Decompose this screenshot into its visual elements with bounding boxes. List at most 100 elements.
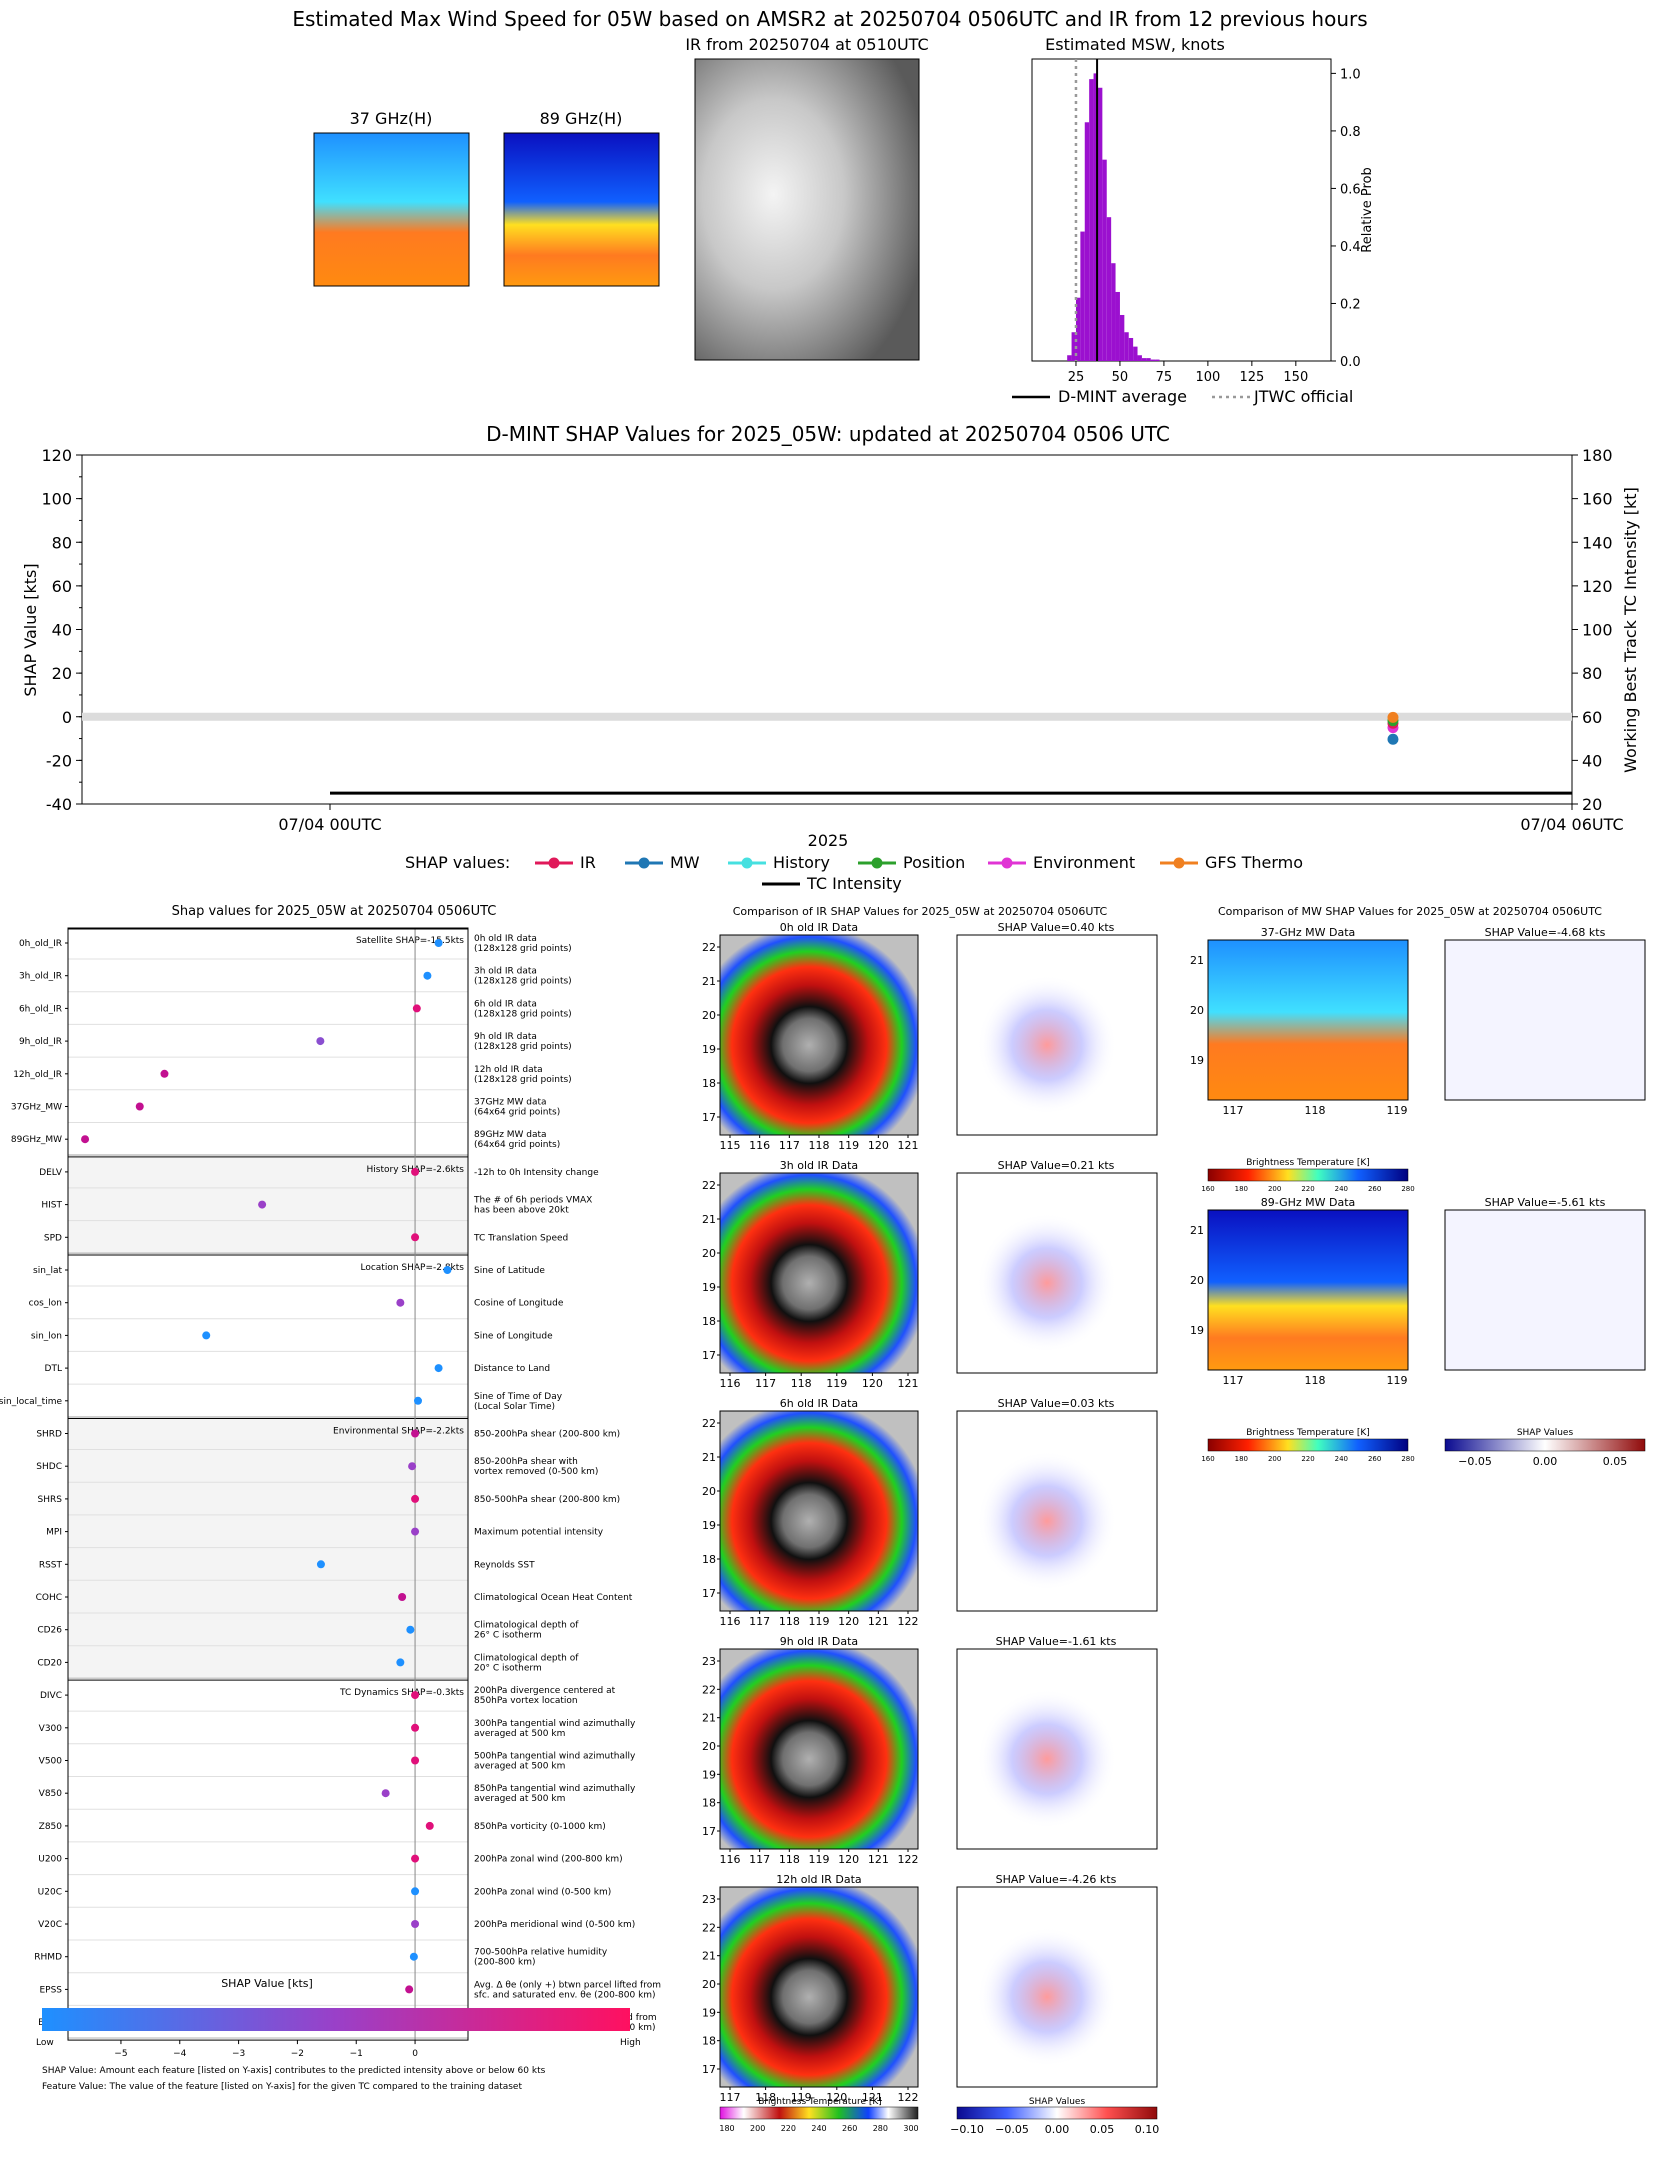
hist-bar (1075, 297, 1081, 361)
ts-ytick-label: -40 (46, 795, 72, 814)
ir-ytick-label: 22 (702, 1921, 716, 1934)
ir-ytick-label: 20 (702, 1978, 716, 1991)
hist-bar (1102, 159, 1107, 361)
ir-ytick-label: 17 (702, 2063, 716, 2076)
mw-ytick-label: 21 (1190, 1224, 1204, 1237)
mw-tick-label: 180 (1235, 1185, 1248, 1193)
hist-bar (1106, 217, 1112, 361)
feature-point (316, 1560, 325, 1569)
mw-xtick-label: 119 (1387, 1374, 1408, 1387)
ts-legend-marker (638, 857, 650, 869)
feature-group-label: TC Dynamics SHAP=-0.3kts (339, 1688, 464, 1698)
ir-xtick-label: 122 (898, 1615, 919, 1628)
ir-shap-map (957, 935, 1157, 1135)
feature-description: 200hPa zonal wind (200-800 km) (474, 1855, 623, 1865)
hist-bar (1124, 332, 1129, 361)
ir-ytick-label: 20 (702, 1485, 716, 1498)
feature-name: 37GHz_MW (11, 1103, 62, 1113)
feature-description: sfc. and saturated env. θe (200-800 km) (474, 1990, 656, 2000)
feature-description: has been above 20kt (474, 1206, 569, 1216)
mw-shap-label: SHAP Values (1517, 1428, 1574, 1438)
ir-shap-title: SHAP Value=0.21 kts (998, 1159, 1115, 1172)
feature-point (411, 1723, 420, 1732)
feature-description: (128x128 grid points) (474, 1042, 572, 1052)
ir-ytick-label: 22 (702, 1417, 716, 1430)
feature-point (396, 1658, 405, 1667)
feature-point (398, 1593, 407, 1601)
ir-ytick-label: 19 (702, 1043, 716, 1056)
ir-xtick-label: 118 (779, 1615, 800, 1628)
ts-y2tick-label: 80 (1582, 664, 1602, 683)
feature-point (434, 939, 443, 947)
timeseries-frame (81, 454, 1573, 805)
ir-xtick-label: 117 (720, 2091, 741, 2104)
timeseries-title: D-MINT SHAP Values for 2025_05W: updated… (486, 422, 1170, 446)
ir-xtick-label: 120 (838, 1853, 859, 1866)
ts-y2label: Working Best Track TC Intensity [kt] (1621, 487, 1640, 773)
ts-legend-item: Position (903, 853, 965, 872)
feature-name: SHRS (38, 1495, 63, 1505)
mw-shap-colorbar (1444, 1438, 1646, 1452)
hist-xtick-label: 25 (1068, 370, 1085, 385)
ts-xlabel: 2025 (808, 831, 849, 850)
mw-tick-label: 280 (1401, 1455, 1414, 1463)
feature-name: DELV (39, 1168, 63, 1178)
ts-legend-item: TC Intensity (806, 874, 902, 893)
ir-xtick-label: 117 (779, 1139, 800, 1152)
ir-ytick-label: 21 (702, 1712, 716, 1725)
ir-ytick-label: 18 (702, 1797, 716, 1810)
ir-shap-map (957, 1411, 1157, 1611)
feature-name: CD20 (37, 1658, 62, 1668)
ir-ytick-label: 19 (702, 1281, 716, 1294)
ts-legend-marker (548, 857, 560, 869)
feature-point (408, 1462, 417, 1471)
mw-panel-image (1207, 939, 1409, 1101)
feature-group-box (67, 1156, 469, 1254)
feature-description: 3h old IR data (474, 967, 537, 977)
feature-description: (128x128 grid points) (474, 1009, 572, 1019)
feature-description: (128x128 grid points) (474, 944, 572, 954)
ir-xtick-label: 115 (720, 1139, 741, 1152)
ts-legend-item: IR (580, 853, 596, 872)
ir-ytick-label: 22 (702, 941, 716, 954)
hist-ytick-label: 0.8 (1340, 125, 1361, 140)
msw-histogram: Estimated MSW, knots 25 50 75 100 125 150 0.0… (1012, 35, 1375, 406)
hist-ytick-label: 0.6 (1340, 182, 1361, 197)
feature-name: SHDC (36, 1462, 62, 1472)
ir-bt-tick-label: 240 (811, 2124, 826, 2133)
feature-description: (64x64 grid points) (474, 1108, 560, 1118)
feature-description: 0h old IR data (474, 934, 537, 944)
ir-ytick-label: 18 (702, 2035, 716, 2048)
legend-jtwc: JTWC official (1253, 387, 1353, 406)
feature-description: 300hPa tangential wind azimuthally (474, 1719, 636, 1729)
feature-description: 850hPa vortex location (474, 1696, 578, 1706)
feature-name: U20C (38, 1887, 62, 1897)
ts-y2tick-label: 140 (1582, 533, 1613, 552)
ir-ytick-label: 19 (702, 2006, 716, 2019)
feature-point (423, 971, 432, 980)
ir-bt-tick-label: 280 (873, 2124, 888, 2133)
ir-bt-tick-label: 260 (842, 2124, 857, 2133)
ir-ytick-label: 19 (702, 1768, 716, 1781)
feature-point (409, 1952, 418, 1961)
ir-panel-image (719, 1648, 919, 1850)
mw37-bt-colorbar (1207, 1168, 1409, 1182)
feature-group-label: Satellite SHAP=-15.5kts (356, 936, 464, 946)
hist-bar (1097, 87, 1103, 361)
feature-description: Sine of Longitude (474, 1331, 553, 1341)
feature-point (411, 1429, 420, 1438)
ir-shap-map (957, 1649, 1157, 1849)
feature-name: RHMD (34, 1953, 62, 1963)
hist-ytick-label: 1.0 (1340, 67, 1361, 82)
ir-ytick-label: 22 (702, 1683, 716, 1696)
ir-xtick-label: 119 (809, 1615, 830, 1628)
mw89-bt-label: Brightness Temperature [K] (1246, 1428, 1370, 1438)
feature-xtick-label: −3 (232, 2049, 245, 2059)
timeseries-section: D-MINT SHAP Values for 2025_05W: updated… (21, 422, 1640, 893)
ir-xtick-label: 117 (749, 1615, 770, 1628)
feature-point (414, 1396, 422, 1405)
hist-bar (1137, 355, 1142, 361)
ir-bt-label: Brightness Temperature [K] (758, 2097, 882, 2107)
feature-point (396, 1298, 405, 1307)
feature-point (411, 1854, 420, 1863)
